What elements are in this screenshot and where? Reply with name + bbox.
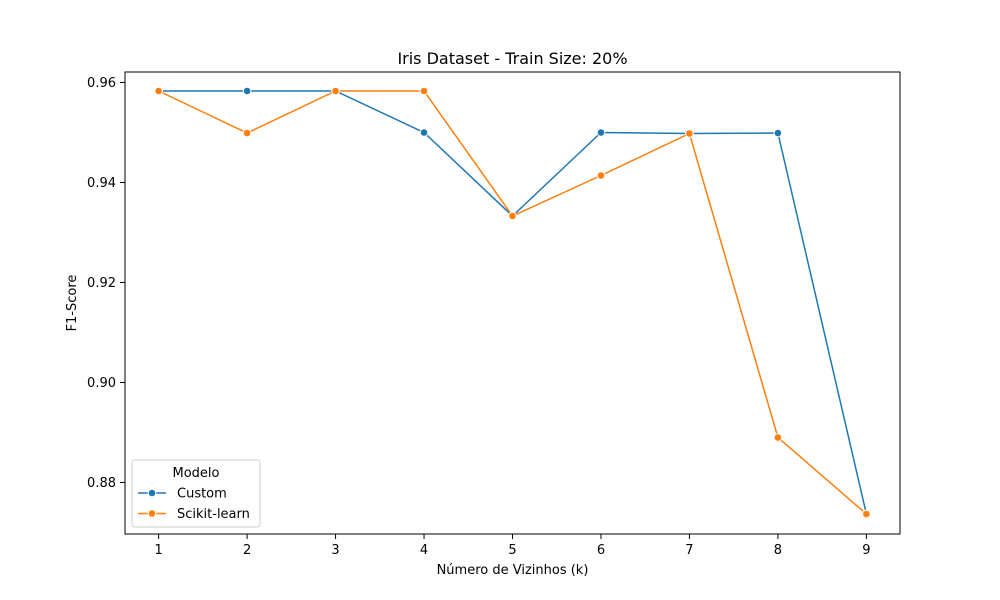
x-tick-label: 5 [508,543,516,558]
data-point [773,128,783,138]
plot-frame [124,71,901,535]
data-point [419,86,429,96]
x-tick-label: 4 [420,543,428,558]
data-point [596,128,606,137]
legend: Modelo Custom Scikit-learn [131,459,261,528]
legend-marker [147,488,157,498]
data-point [154,86,163,96]
data-point [242,86,252,96]
x-tick-label: 1 [154,543,162,558]
legend-title: Modelo [173,466,220,481]
y-tick-label: 0.96 [87,76,116,91]
x-tick-label: 7 [685,543,693,558]
x-tick-label: 6 [597,543,605,558]
data-point [508,211,517,221]
plot-background [125,72,900,534]
y-axis-ticks: 0.88 0.90 0.92 0.94 0.96 [87,76,125,491]
legend-box [131,459,261,528]
y-tick-label: 0.90 [87,376,116,391]
y-tick-label: 0.94 [87,176,116,191]
y-axis-label: F1-Score [65,275,80,332]
data-point [596,171,606,180]
data-point [862,509,871,519]
data-point [419,128,429,137]
x-axis-label: Número de Vizinhos (k) [437,563,589,578]
y-tick-label: 0.88 [87,476,116,491]
data-point [242,128,252,138]
x-tick-label: 2 [243,543,251,558]
series-points [154,86,871,519]
data-point [773,433,783,442]
legend-label: Custom [177,487,227,502]
x-tick-label: 9 [862,543,870,558]
x-tick-label: 3 [331,543,339,558]
y-tick-label: 0.92 [87,276,116,291]
data-point [685,129,694,138]
x-axis-ticks: 1 2 3 4 5 6 7 8 9 [154,534,871,558]
legend-marker [147,509,157,518]
legend-label: Scikit-learn [177,507,250,522]
chart-title: Iris Dataset - Train Size: 20% [397,49,627,68]
data-point [331,86,340,96]
x-tick-label: 8 [774,543,782,558]
